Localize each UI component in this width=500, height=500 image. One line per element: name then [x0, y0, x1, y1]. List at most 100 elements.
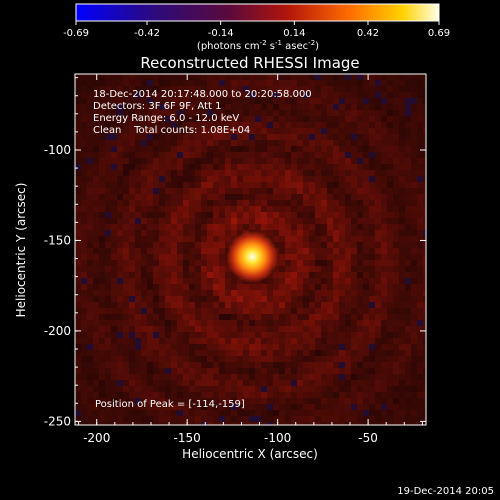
heatmap-cell	[279, 296, 285, 302]
heatmap-cell	[111, 230, 117, 236]
heatmap-cell	[279, 356, 285, 362]
heatmap-cell	[267, 74, 273, 80]
heatmap-cell	[213, 392, 219, 398]
heatmap-cell	[357, 74, 363, 80]
heatmap-cell	[309, 398, 315, 404]
heatmap-cell	[273, 86, 279, 92]
heatmap-cell	[237, 146, 243, 152]
heatmap-cell	[309, 410, 315, 416]
heatmap-cell	[339, 362, 345, 368]
peak-position-annotation: Position of Peak = [-114,-159]	[95, 399, 245, 410]
heatmap-cell	[405, 266, 411, 272]
heatmap-cell	[261, 338, 267, 344]
heatmap-cell	[87, 386, 93, 392]
heatmap-cell	[315, 224, 321, 230]
heatmap-cell	[147, 320, 153, 326]
heatmap-cell	[117, 272, 123, 278]
heatmap-cell	[213, 398, 219, 404]
heatmap-cell	[87, 194, 93, 200]
heatmap-cell	[123, 206, 129, 212]
heatmap-cell	[189, 206, 195, 212]
heatmap-cell	[207, 218, 213, 224]
heatmap-cell	[297, 308, 303, 314]
heatmap-cell	[363, 326, 369, 332]
heatmap-cell	[399, 362, 405, 368]
heatmap-cell	[141, 122, 147, 128]
heatmap-cell	[129, 284, 135, 290]
heatmap-cell	[363, 152, 369, 158]
heatmap-cell	[171, 182, 177, 188]
heatmap-cell	[309, 212, 315, 218]
heatmap-cell	[405, 260, 411, 266]
heatmap-cell	[249, 158, 255, 164]
heatmap-cell	[225, 380, 231, 386]
heatmap-cell	[411, 74, 417, 80]
heatmap-cell	[333, 92, 339, 98]
heatmap-cell	[255, 368, 261, 374]
heatmap-cell	[183, 122, 189, 128]
heatmap-cell	[351, 134, 357, 140]
heatmap-cell	[333, 380, 339, 386]
heatmap-cell	[99, 284, 105, 290]
heatmap-cell	[165, 158, 171, 164]
heatmap-cell	[267, 290, 273, 296]
heatmap-cell	[201, 230, 207, 236]
heatmap-cell	[327, 86, 333, 92]
heatmap-cell	[273, 314, 279, 320]
heatmap-cell	[399, 314, 405, 320]
heatmap-cell	[231, 200, 237, 206]
heatmap-cell	[387, 140, 393, 146]
heatmap-cell	[129, 308, 135, 314]
heatmap-cell	[273, 152, 279, 158]
heatmap-cell	[99, 254, 105, 260]
heatmap-cell	[369, 230, 375, 236]
heatmap-cell	[267, 110, 273, 116]
heatmap-cell	[75, 116, 81, 122]
heatmap-cell	[177, 266, 183, 272]
heatmap-cell	[189, 122, 195, 128]
heatmap-cell	[417, 236, 423, 242]
heatmap-cell	[423, 398, 426, 404]
heatmap-cell	[165, 74, 171, 80]
heatmap-cell	[273, 188, 279, 194]
heatmap-cell	[147, 392, 153, 398]
heatmap-cell	[159, 134, 165, 140]
heatmap-cell	[87, 98, 93, 104]
heatmap-cell	[417, 98, 423, 104]
heatmap-cell	[249, 218, 255, 224]
heatmap-cell	[81, 380, 87, 386]
heatmap-cell	[111, 368, 117, 374]
heatmap-cell	[237, 362, 243, 368]
heatmap-cell	[117, 116, 123, 122]
heatmap-cell	[387, 314, 393, 320]
heatmap-cell	[291, 422, 297, 425]
heatmap-cell	[225, 158, 231, 164]
heatmap-cell	[405, 176, 411, 182]
heatmap-cell	[357, 398, 363, 404]
heatmap-cell	[339, 308, 345, 314]
heatmap-cell	[351, 236, 357, 242]
heatmap-cell	[303, 224, 309, 230]
heatmap-cell	[177, 236, 183, 242]
heatmap-cell	[351, 104, 357, 110]
heatmap-cell	[357, 272, 363, 278]
heatmap-cell	[231, 206, 237, 212]
heatmap-cell	[309, 110, 315, 116]
heatmap-cell	[387, 188, 393, 194]
heatmap-cell	[375, 242, 381, 248]
heatmap-cell	[225, 218, 231, 224]
heatmap-cell	[219, 128, 225, 134]
heatmap-cell	[375, 374, 381, 380]
heatmap-cell	[201, 248, 207, 254]
heatmap-cell	[423, 404, 426, 410]
heatmap-cell	[183, 404, 189, 410]
heatmap-cell	[129, 182, 135, 188]
heatmap-cell	[99, 116, 105, 122]
heatmap-cell	[171, 122, 177, 128]
heatmap-cell	[81, 74, 87, 80]
heatmap-cell	[147, 404, 153, 410]
heatmap-cell	[423, 212, 426, 218]
heatmap-cell	[375, 386, 381, 392]
heatmap-cell	[201, 158, 207, 164]
